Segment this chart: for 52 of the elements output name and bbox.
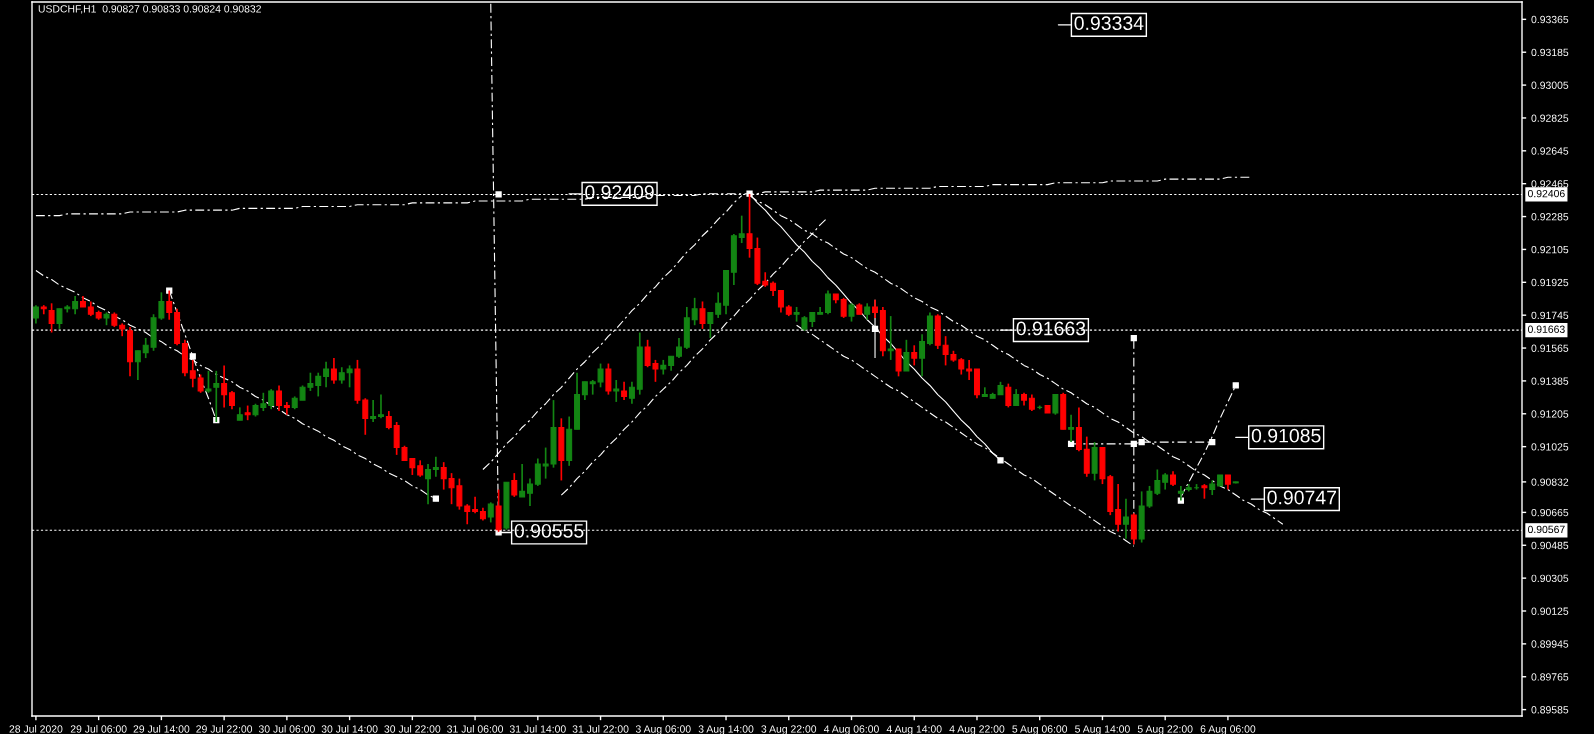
y-tick-label: 0.90305	[1531, 574, 1569, 583]
x-tick-label: 5 Aug 22:00	[1137, 725, 1193, 734]
y-tick-label: 0.91385	[1531, 377, 1569, 385]
y-tick-label: 0.93365	[1531, 15, 1569, 24]
y-tick-label: 0.91025	[1531, 443, 1569, 451]
x-tick-label: 30 Jul 06:00	[258, 725, 315, 733]
y-tick-label: 0.92825	[1531, 114, 1569, 122]
y-tick-label: 0.91565	[1531, 344, 1569, 352]
y-tick-label: 0.89585	[1531, 706, 1569, 714]
ref-line-label: 0.90567	[1527, 525, 1565, 534]
x-tick-label: 31 Jul 06:00	[447, 725, 504, 733]
y-tick-label: 0.90485	[1531, 541, 1569, 550]
x-tick-label: 29 Jul 14:00	[133, 725, 190, 733]
y-tick-label: 0.91205	[1531, 410, 1569, 418]
annotation: 0.92409	[585, 185, 654, 200]
x-tick-label: 29 Jul 22:00	[196, 725, 253, 733]
x-tick-label: 4 Aug 22:00	[949, 725, 1005, 734]
annotation: 0.93334	[1074, 16, 1144, 31]
y-tick-label: 0.92105	[1531, 245, 1569, 254]
y-tick-label: 0.92645	[1531, 147, 1569, 155]
y-tick-label: 0.89765	[1531, 673, 1569, 681]
x-tick-label: 5 Aug 06:00	[1012, 725, 1068, 734]
x-tick-label: 28 Jul 2020	[9, 725, 63, 733]
x-tick-label: 31 Jul 22:00	[572, 725, 629, 733]
x-tick-label: 31 Jul 14:00	[509, 725, 566, 733]
y-tick-label: 0.93185	[1531, 48, 1569, 57]
x-tick-label: 3 Aug 22:00	[761, 725, 817, 734]
x-tick-label: 6 Aug 06:00	[1200, 725, 1256, 734]
annotation: 0.90555	[514, 523, 584, 538]
ref-line-label: 0.92406	[1527, 189, 1565, 198]
y-tick-label: 0.92465	[1531, 180, 1569, 188]
y-tick-label: 0.90665	[1531, 508, 1569, 517]
x-tick-label: 5 Aug 14:00	[1075, 725, 1130, 734]
x-tick-label: 29 Jul 06:00	[70, 725, 127, 733]
y-tick-label: 0.91745	[1531, 311, 1569, 320]
annotation: 0.91663	[1016, 321, 1086, 336]
y-tick-label: 0.92285	[1531, 213, 1569, 221]
y-tick-label: 0.91925	[1531, 278, 1569, 287]
x-tick-label: 30 Jul 22:00	[384, 725, 441, 733]
annotation: 0.91085	[1251, 428, 1321, 443]
y-tick-label: 0.90125	[1531, 607, 1569, 615]
y-tick-label: 0.89945	[1531, 640, 1569, 648]
y-tick-label: 0.90832	[1531, 478, 1569, 486]
ref-line-label: 0.91663	[1527, 325, 1565, 333]
y-tick-label: 0.93005	[1531, 81, 1569, 89]
x-tick-label: 30 Jul 14:00	[321, 725, 378, 733]
x-tick-label: 3 Aug 14:00	[698, 725, 754, 734]
x-tick-label: 4 Aug 06:00	[823, 725, 879, 734]
x-tick-label: 3 Aug 06:00	[635, 725, 691, 734]
annotation: 0.90747	[1267, 490, 1336, 505]
chart-title: USDCHF,H1 0.90827 0.90833 0.90824 0.90832	[38, 5, 261, 14]
x-tick-label: 4 Aug 14:00	[886, 725, 942, 734]
